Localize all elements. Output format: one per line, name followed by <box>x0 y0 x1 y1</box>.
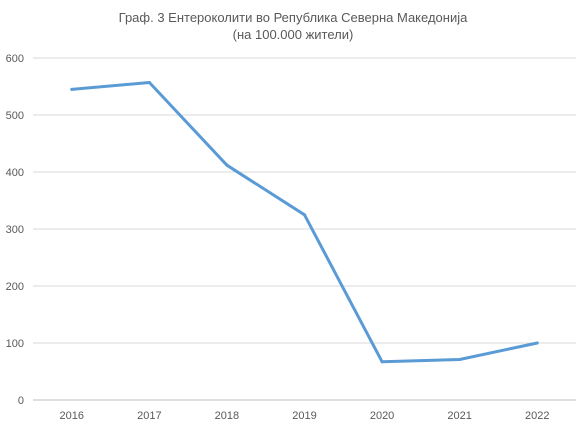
x-tick-label: 2022 <box>525 410 549 422</box>
y-tick-label: 600 <box>6 53 24 65</box>
x-tick-label: 2018 <box>215 410 239 422</box>
x-tick-label: 2016 <box>60 410 84 422</box>
x-tick-label: 2017 <box>137 410 161 422</box>
y-tick-label: 0 <box>18 395 24 407</box>
series <box>70 81 539 364</box>
x-tick-label: 2020 <box>370 410 394 422</box>
data-point <box>225 163 229 167</box>
chart-title: Граф. 3 Ентероколити во Република Северн… <box>118 10 468 25</box>
y-tick-label: 200 <box>6 281 24 293</box>
y-tick-label: 500 <box>6 110 24 122</box>
axes: 0 100 200 300 400 500 600 2016 2017 2018 2019 2020 2… <box>6 53 550 422</box>
data-point <box>303 213 306 217</box>
y-tick-label: 300 <box>6 224 24 236</box>
x-tick-label: 2021 <box>447 410 471 422</box>
gridlines <box>33 57 576 401</box>
data-point <box>535 341 539 345</box>
data-point <box>458 358 462 362</box>
data-point <box>380 360 384 364</box>
y-tick-label: 400 <box>6 167 24 179</box>
chart-title-block: Граф. 3 Ентероколити во Република Северн… <box>0 9 586 43</box>
series-line <box>70 81 539 364</box>
y-tick-label: 100 <box>6 338 24 350</box>
data-point <box>147 81 151 85</box>
data-point <box>70 87 74 91</box>
chart-subtitle: (на 100.000 жители) <box>232 27 354 42</box>
x-tick-label: 2019 <box>292 410 316 422</box>
